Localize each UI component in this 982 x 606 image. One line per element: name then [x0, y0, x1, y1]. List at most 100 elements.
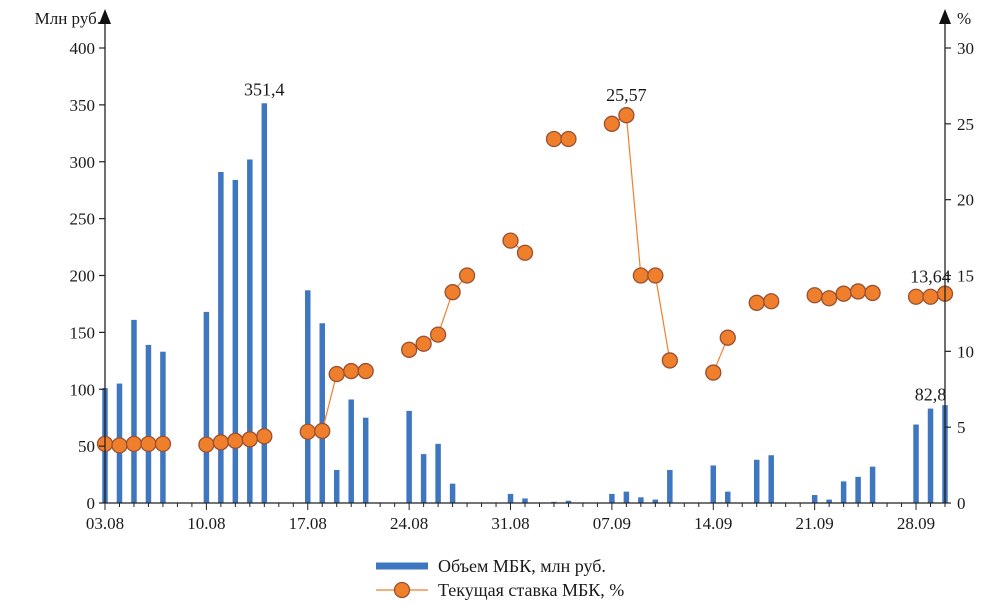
left-tick-label: 200: [70, 267, 96, 286]
line-point: [400, 341, 418, 358]
bar: [840, 481, 847, 503]
bar: [232, 179, 239, 503]
bar: [449, 483, 456, 503]
bar: [420, 454, 427, 503]
x-tick-label: 07.09: [593, 514, 631, 533]
left-axis-unit: Млн руб.: [35, 9, 101, 28]
x-tick-label: 17.08: [289, 514, 327, 533]
right-tick-label: 5: [957, 418, 966, 437]
data-label: 82,8: [915, 385, 947, 405]
left-axis-arrow: [99, 9, 111, 24]
line-point: [140, 435, 157, 453]
axes: [99, 9, 951, 510]
x-tick-label: 14.09: [694, 514, 732, 533]
line-point: [806, 287, 823, 304]
right-tick-label: 0: [957, 494, 966, 513]
line-point: [763, 293, 780, 310]
bar: [348, 399, 354, 503]
line-point: [458, 267, 476, 284]
line-point: [632, 267, 650, 284]
line-point: [154, 435, 172, 453]
line-point: [357, 362, 374, 380]
left-tick-label: 0: [87, 494, 96, 513]
data-label: 13,64: [910, 267, 951, 287]
right-axis-arrow: [939, 9, 951, 24]
bar: [710, 465, 717, 503]
line-point: [705, 364, 722, 381]
left-tick-label: 50: [78, 437, 95, 456]
x-tick-label: 31.08: [491, 514, 529, 533]
legend-line-marker: [393, 581, 411, 599]
bar: [145, 344, 152, 503]
right-tick-label: 20: [957, 191, 974, 210]
line-point: [429, 326, 447, 343]
line-point: [502, 232, 519, 249]
left-tick-label: 350: [70, 96, 96, 115]
bar: [406, 410, 412, 503]
x-tick-label: 28.09: [897, 514, 935, 533]
bar: [435, 443, 441, 503]
left-tick-label: 100: [70, 380, 96, 399]
bar: [565, 500, 572, 503]
bar: [638, 497, 644, 503]
line-point: [328, 365, 345, 383]
line-point: [907, 288, 925, 305]
line-point: [560, 130, 577, 148]
right-tick-label: 15: [957, 267, 974, 286]
line-point: [516, 244, 534, 261]
bar: [203, 311, 210, 503]
left-tick-label: 300: [70, 153, 96, 172]
bar: [927, 408, 934, 503]
series-line: [611, 114, 671, 361]
line-point: [922, 288, 939, 305]
line-point: [415, 335, 432, 352]
line-point: [241, 431, 258, 448]
bar-series: [102, 103, 948, 504]
line-point: [125, 435, 143, 453]
line-point: [212, 434, 230, 451]
bar: [507, 493, 514, 503]
line-point: [111, 437, 128, 454]
bar: [725, 491, 731, 504]
bar: [261, 103, 268, 503]
legend: Объем МБК, млн руб. Текущая ставка МБК, %: [376, 556, 624, 600]
right-tick-label: 30: [957, 39, 974, 58]
bar: [333, 470, 340, 503]
bar: [913, 424, 919, 503]
line-point: [314, 422, 331, 440]
legend-line-label: Текущая ставка МБК, %: [438, 580, 624, 600]
right-tick-label: 25: [957, 115, 974, 134]
bar: [609, 493, 615, 503]
left-tick-label: 250: [70, 210, 96, 229]
line-point: [444, 284, 461, 301]
bar: [768, 455, 774, 503]
data-label: 351,4: [244, 79, 285, 99]
legend-bar-label: Объем МБК, млн руб.: [438, 556, 606, 576]
line-point: [820, 290, 838, 307]
line-point: [835, 285, 852, 302]
bar: [247, 159, 253, 504]
bar: [667, 470, 673, 503]
line-point: [849, 283, 867, 300]
line-point: [198, 436, 215, 453]
left-tick-label: 150: [70, 323, 96, 342]
data-label: 25,57: [606, 85, 647, 105]
bar: [811, 495, 818, 503]
line-point: [343, 362, 360, 380]
tick-labels: Млн руб. % 0 50 100 150 200 250 300 350 400 0 5 10 15 2…: [35, 9, 974, 533]
line-series: [96, 107, 954, 454]
line-point: [545, 130, 563, 148]
bar: [869, 466, 876, 503]
line-point: [647, 267, 664, 284]
bar: [826, 499, 832, 503]
line-point: [719, 329, 736, 346]
left-tick-label: 400: [70, 39, 96, 58]
bar: [319, 323, 325, 503]
bar: [131, 319, 137, 503]
right-tick-label: 10: [957, 342, 974, 361]
data-labels: 351,4 82,8 25,57 13,64: [244, 79, 951, 404]
bar: [623, 491, 630, 504]
line-point: [618, 107, 635, 124]
x-tick-label: 21.09: [796, 514, 834, 533]
